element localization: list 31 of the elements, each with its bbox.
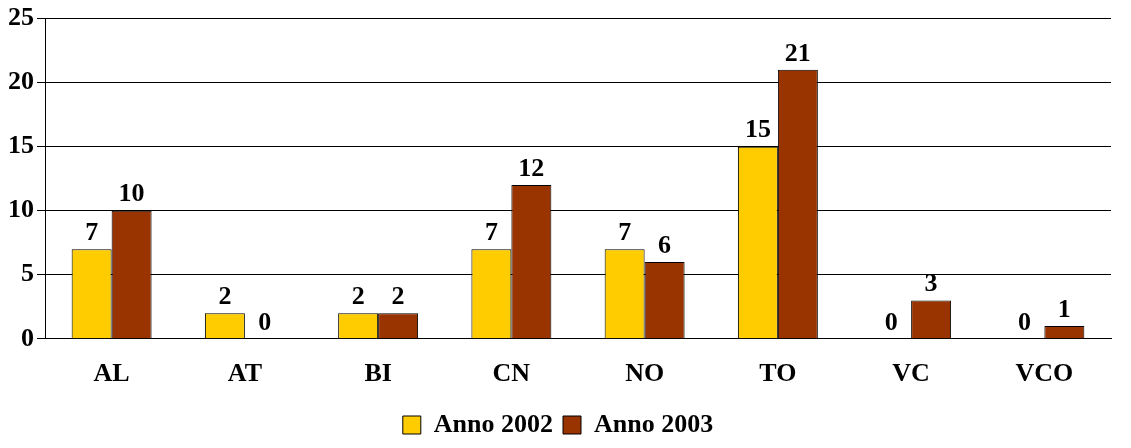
data-label: 1 bbox=[1057, 293, 1071, 323]
x-tick-label: VC bbox=[892, 358, 930, 388]
y-tick-label: 20 bbox=[8, 66, 34, 96]
data-label: 0 bbox=[884, 306, 898, 336]
data-label: 7 bbox=[484, 216, 498, 246]
data-label: 21 bbox=[784, 37, 811, 67]
data-label: 0 bbox=[1017, 306, 1031, 336]
data-label: 10 bbox=[118, 178, 145, 208]
legend-label: Anno 2003 bbox=[594, 408, 714, 438]
x-tick-label: AT bbox=[227, 358, 262, 388]
data-label: 15 bbox=[744, 114, 771, 144]
y-tick-label: 5 bbox=[21, 258, 34, 288]
y-tick-label: 0 bbox=[21, 322, 34, 352]
x-tick-label: AL bbox=[93, 358, 130, 388]
x-tick-label: CN bbox=[492, 358, 531, 388]
data-label: 6 bbox=[658, 229, 672, 259]
data-label: 2 bbox=[218, 280, 232, 310]
y-tick-label: 10 bbox=[8, 194, 34, 224]
x-tick-label: VCO bbox=[1015, 358, 1074, 388]
data-label: 2 bbox=[391, 280, 405, 310]
data-label: 2 bbox=[351, 280, 365, 310]
data-label: 7 bbox=[618, 216, 632, 246]
y-tick-label: 25 bbox=[8, 2, 34, 32]
x-tick-label: TO bbox=[759, 358, 797, 388]
data-label: 7 bbox=[85, 216, 99, 246]
x-tick-label: BI bbox=[364, 358, 392, 388]
data-label: 0 bbox=[258, 306, 272, 336]
y-tick-label: 15 bbox=[8, 130, 34, 160]
data-label: 12 bbox=[518, 152, 545, 182]
x-tick-label: NO bbox=[625, 358, 665, 388]
legend-label: Anno 2002 bbox=[433, 408, 554, 438]
